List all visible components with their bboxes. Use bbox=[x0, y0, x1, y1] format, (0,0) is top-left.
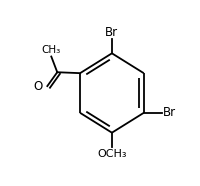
Text: Br: Br bbox=[163, 106, 176, 119]
Text: Br: Br bbox=[105, 25, 118, 39]
Text: O: O bbox=[33, 80, 42, 93]
Text: CH₃: CH₃ bbox=[42, 45, 61, 55]
Text: OCH₃: OCH₃ bbox=[97, 149, 127, 159]
